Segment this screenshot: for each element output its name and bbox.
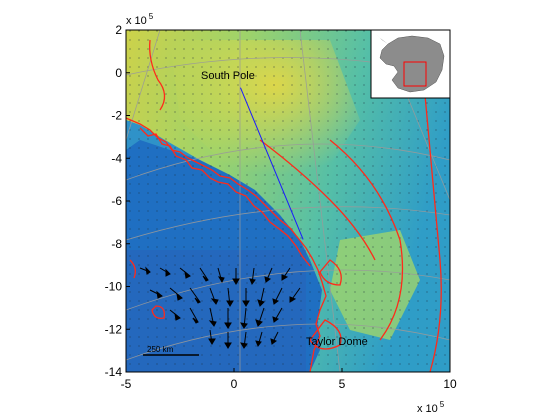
y-tick-label: -6 xyxy=(111,194,122,208)
x-tick-label: -5 xyxy=(121,377,132,391)
flow-arrows xyxy=(139,266,301,349)
y-tick-label: -12 xyxy=(105,322,123,336)
x-tick-label: 5 xyxy=(339,377,346,391)
south-pole-label: South Pole xyxy=(201,70,255,82)
x-multiplier: x 10 5 xyxy=(417,400,445,415)
y-axis: 2 0 -2 -4 -6 -8 -10 -12 -14 xyxy=(105,23,130,379)
y-tick-label: -10 xyxy=(105,280,123,294)
x-tick-label: 10 xyxy=(443,377,457,391)
inset-region-box xyxy=(403,61,427,87)
y-multiplier-exp: 5 xyxy=(149,12,154,21)
y-tick-label: -14 xyxy=(105,365,123,379)
taylor-dome-label: Taylor Dome xyxy=(306,336,368,348)
x-multiplier-base: x 10 xyxy=(417,403,438,415)
y-tick-label: -4 xyxy=(111,151,122,165)
inset-map xyxy=(370,29,451,99)
y-multiplier-base: x 10 xyxy=(126,15,147,27)
x-tick-label: 0 xyxy=(231,377,238,391)
y-tick-label: -2 xyxy=(111,109,122,123)
y-tick-label: -8 xyxy=(111,237,122,251)
graticule xyxy=(126,30,450,372)
transect-line xyxy=(240,87,304,240)
x-multiplier-exp: 5 xyxy=(440,400,445,409)
scale-bar-label: 250 km xyxy=(147,345,174,354)
coastline xyxy=(126,39,442,372)
inset-continent xyxy=(379,35,445,93)
y-multiplier: x 10 5 xyxy=(126,12,154,27)
y-tick-label: 2 xyxy=(115,23,122,37)
y-tick-label: 0 xyxy=(115,66,122,80)
x-axis: -5 0 5 10 xyxy=(121,368,457,391)
